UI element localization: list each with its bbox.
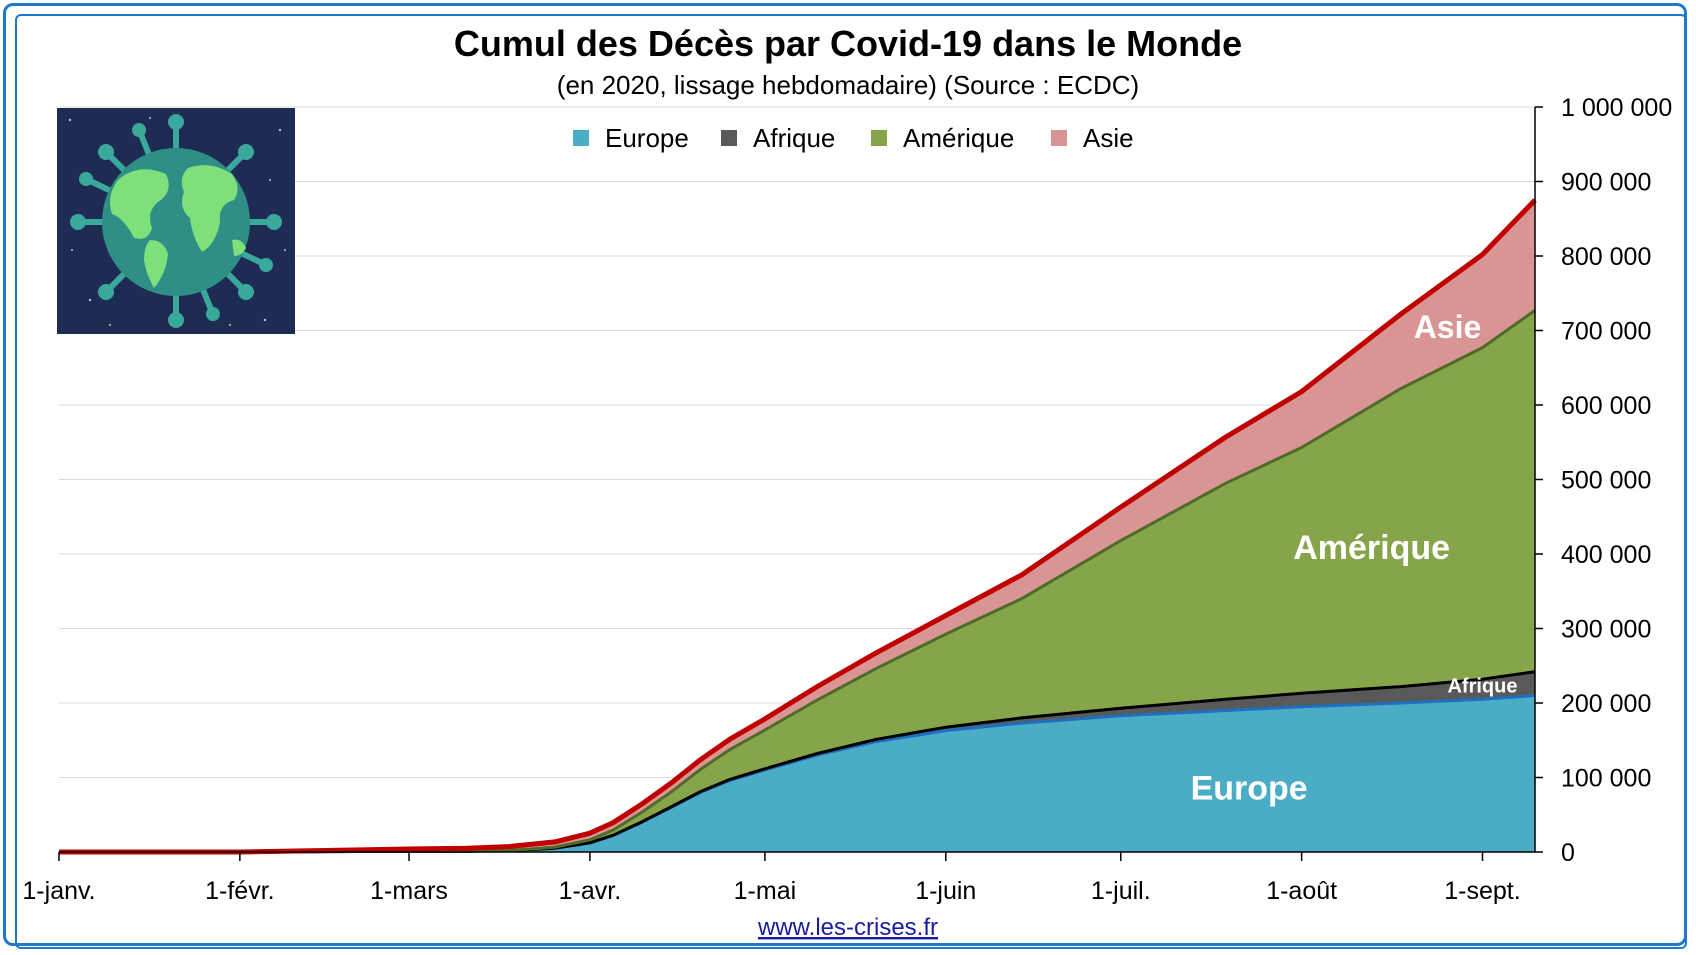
- area-europe: [59, 695, 1535, 852]
- legend-label-asie: Asie: [1083, 123, 1134, 153]
- area-label-asie: Asie: [1414, 309, 1482, 345]
- area-label-afrique: Afrique: [1447, 675, 1517, 697]
- y-tick-label: 100 000: [1561, 765, 1651, 793]
- x-tick-label: 1-avr.: [559, 877, 622, 905]
- line-amérique: [59, 309, 1536, 854]
- legend-label-afrique: Afrique: [753, 123, 835, 153]
- x-tick-label: 1-juil.: [1091, 877, 1151, 905]
- series-lines: [59, 198, 1537, 855]
- x-tick-label: 1-janv.: [22, 877, 95, 905]
- y-tick-label: 700 000: [1561, 318, 1651, 346]
- y-tick-label: 1 000 000: [1561, 94, 1672, 122]
- area-labels: Europe Afrique Amérique Asie: [1191, 309, 1518, 808]
- y-tick-label: 500 000: [1561, 467, 1651, 495]
- legend-label-amérique: Amérique: [903, 123, 1014, 153]
- y-tick-label: 900 000: [1561, 169, 1651, 197]
- y-tick-label: 300 000: [1561, 616, 1651, 644]
- y-tick-label: 200 000: [1561, 690, 1651, 718]
- x-tick-label: 1-févr.: [205, 877, 274, 905]
- legend-label-europe: Europe: [605, 123, 689, 153]
- x-tick-label: 1-mars: [370, 877, 448, 905]
- x-tick-label: 1-août: [1266, 877, 1337, 905]
- y-tick-label: 600 000: [1561, 392, 1651, 420]
- area-amérique: [59, 310, 1535, 852]
- globe-virus-icon: [57, 108, 295, 334]
- y-tick-label: 0: [1561, 839, 1575, 867]
- x-tick-label: 1-sept.: [1444, 877, 1520, 905]
- x-axis-ticks: 1-janv. 1-févr. 1-mars 1-avr. 1-mai 1-juin 1-j…: [22, 852, 1521, 905]
- x-tick-label: 1-juin: [915, 877, 976, 905]
- area-label-europe: Europe: [1191, 770, 1308, 808]
- chart-subtitle: (en 2020, lissage hebdomadaire) (Source …: [557, 70, 1139, 100]
- legend-swatch-afrique: [721, 130, 737, 146]
- source-link[interactable]: www.les-crises.fr: [757, 914, 938, 941]
- area-afrique: [59, 671, 1535, 852]
- y-axis-ticks: 0 100 000 200 000 300 000 400 000 500 000 600 …: [1535, 94, 1672, 867]
- chart-frame-inner: [15, 14, 1687, 949]
- legend: Europe Afrique Amérique Asie: [573, 123, 1134, 153]
- chart-title: Cumul des Décès par Covid-19 dans le Mon…: [454, 23, 1242, 64]
- y-tick-label: 400 000: [1561, 541, 1651, 569]
- y-tick-label: 800 000: [1561, 243, 1651, 271]
- stacked-areas: [59, 200, 1535, 853]
- legend-swatch-europe: [573, 130, 589, 146]
- legend-swatch-asie: [1051, 130, 1067, 146]
- x-tick-label: 1-mai: [734, 877, 797, 905]
- line-asie: [59, 198, 1537, 855]
- area-label-amérique: Amérique: [1293, 529, 1450, 567]
- legend-swatch-amérique: [871, 130, 887, 146]
